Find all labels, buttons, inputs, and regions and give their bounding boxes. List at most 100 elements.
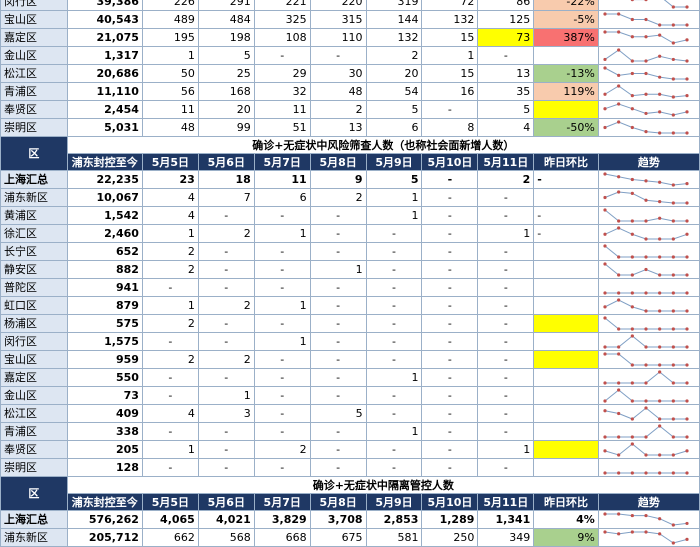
- section-title-row: 区确诊+无症状中隔离管控人数: [0, 476, 700, 511]
- cumulative-total: 21,075: [66, 28, 143, 47]
- day-over-day-change: [533, 386, 599, 405]
- daily-value: 51: [253, 118, 311, 137]
- day-over-day-change: [533, 404, 599, 423]
- cumulative-total: 2,454: [66, 100, 143, 119]
- daily-value: 11: [141, 100, 199, 119]
- trend-point: [644, 399, 648, 403]
- day-over-day-change: [533, 314, 599, 333]
- daily-value: 30: [309, 64, 367, 83]
- trend-point: [630, 442, 634, 446]
- trend-point: [685, 309, 689, 313]
- daily-value: -: [477, 458, 535, 477]
- daily-value: -: [253, 206, 311, 225]
- trend-point: [685, 399, 689, 403]
- trend-point: [644, 219, 648, 223]
- trend-cell: [597, 64, 700, 83]
- cumulative-total: 882: [66, 260, 143, 279]
- daily-value: 32: [253, 82, 311, 101]
- table-row: 闵行区 1,575- -1- - - -: [0, 332, 700, 351]
- daily-value: -: [421, 206, 479, 225]
- trend-point: [644, 453, 648, 457]
- daily-value: 4: [477, 118, 535, 137]
- trend-sparkline: [603, 291, 689, 295]
- table-row: 浦东新区 205,712 662 568 668 675 581 250 349 9%: [0, 528, 700, 547]
- daily-value: -: [421, 170, 479, 189]
- trend-point: [644, 92, 648, 96]
- daily-value: 1: [365, 368, 423, 387]
- daily-value: -: [477, 386, 535, 405]
- daily-value: -: [197, 314, 255, 333]
- daily-value: -: [141, 386, 199, 405]
- column-header: 浦东封控至今: [66, 493, 143, 511]
- day-over-day-change: [533, 458, 599, 477]
- day-over-day-change: -13%: [533, 64, 599, 83]
- daily-value: -: [477, 206, 535, 225]
- daily-value: 6: [365, 118, 423, 137]
- trend-point: [630, 255, 634, 259]
- day-over-day-change: [533, 188, 599, 207]
- cumulative-total: 576,262: [66, 510, 143, 529]
- daily-value: -: [309, 350, 367, 369]
- trend-cell: [597, 296, 700, 315]
- daily-value: -: [197, 458, 255, 477]
- day-over-day-change: 9%: [533, 528, 599, 547]
- district-name: 浦东新区: [0, 188, 68, 207]
- daily-value: -: [309, 458, 367, 477]
- trend-point: [603, 305, 607, 309]
- trend-sparkline: [603, 12, 689, 27]
- trend-point: [644, 513, 648, 518]
- trend-point: [616, 532, 621, 536]
- daily-value: 4: [141, 188, 199, 207]
- trend-point: [603, 12, 607, 16]
- daily-value: -: [309, 332, 367, 351]
- trend-point: [657, 255, 662, 259]
- table-row: 上海汇总 576,262 4,065 4,021 3,829 3,708 2,853 1,28…: [0, 510, 700, 529]
- trend-point: [644, 17, 648, 22]
- trend-point: [630, 59, 634, 63]
- cumulative-total: 879: [66, 296, 143, 315]
- trend-point: [644, 530, 648, 534]
- daily-value: -: [477, 278, 535, 297]
- trend-cell: [597, 260, 700, 279]
- daily-value: 2: [141, 260, 199, 279]
- daily-value: 1,341: [477, 510, 535, 529]
- table-row: 普陀区 941- - - - - - -: [0, 278, 700, 297]
- column-header: 昨日环比: [533, 493, 599, 511]
- district-name: 松江区: [0, 404, 68, 423]
- trend-point: [644, 237, 648, 241]
- trend-point: [657, 453, 662, 457]
- daily-value: -: [141, 332, 199, 351]
- trend-point: [671, 255, 675, 259]
- trend-line: [604, 245, 687, 258]
- trend-point: [657, 75, 662, 79]
- trend-point: [603, 291, 607, 295]
- trend-point: [671, 183, 675, 187]
- trend-sparkline: [603, 388, 689, 403]
- daily-value: 226: [141, 0, 199, 11]
- daily-value: 108: [253, 28, 311, 47]
- trend-sparkline: [603, 172, 689, 187]
- day-over-day-change: 387%: [533, 28, 599, 47]
- trend-point: [630, 71, 634, 76]
- district-name: 宝山区: [0, 10, 68, 29]
- trend-sparkline: [603, 102, 689, 117]
- daily-value: 1: [477, 224, 535, 243]
- district-name: 静安区: [0, 260, 68, 279]
- daily-value: -: [141, 368, 199, 387]
- trend-point: [685, 291, 689, 295]
- trend-cell: [597, 188, 700, 207]
- trend-line: [604, 335, 687, 348]
- cumulative-total: 409: [66, 404, 143, 423]
- daily-value: 2,853: [365, 510, 423, 529]
- daily-value: 1: [421, 46, 479, 65]
- daily-value: -: [197, 242, 255, 261]
- daily-value: 15: [421, 64, 479, 83]
- daily-value: -: [421, 296, 479, 315]
- column-header: 趋势: [597, 493, 700, 511]
- table-row: 闵行区 39,386 226 291 221 220 319 72 86 -22%: [0, 0, 700, 11]
- column-header: 5月9日: [365, 493, 423, 511]
- trend-point: [603, 512, 607, 516]
- table-row: 奉贤区 205 1-2- - -1: [0, 440, 700, 459]
- trend-point: [644, 255, 648, 259]
- trend-line: [604, 227, 687, 240]
